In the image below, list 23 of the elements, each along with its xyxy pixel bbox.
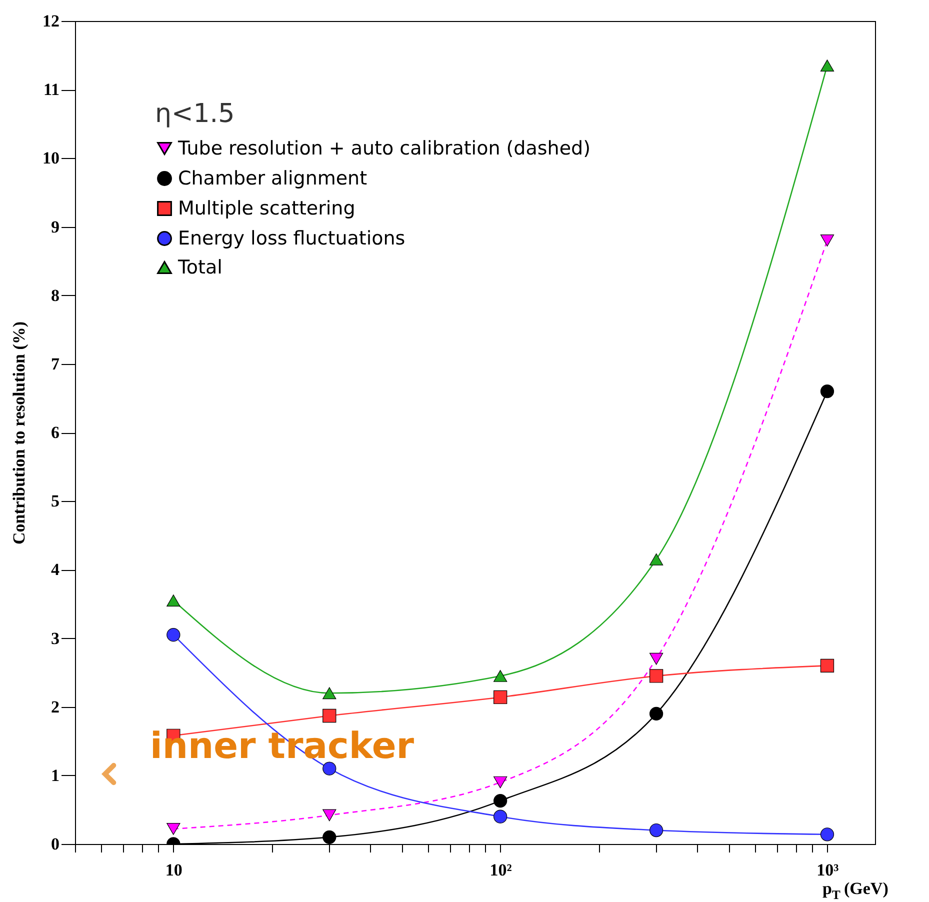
y-tick-label: 2 <box>51 697 60 716</box>
y-tick-label: 0 <box>51 834 60 854</box>
x-tick-label: 10² <box>490 860 512 880</box>
y-tick-label: 5 <box>51 492 60 511</box>
y-tick-label: 3 <box>51 628 60 648</box>
y-tick-label: 10 <box>42 148 60 168</box>
y-tick-label: 7 <box>51 354 60 374</box>
legend-label: Energy loss fluctuations <box>178 228 406 250</box>
legend-title: η<1.5 <box>155 99 235 129</box>
y-tick-label: 11 <box>43 80 60 100</box>
y-tick-label: 4 <box>51 560 60 580</box>
legend-label: Tube resolution + auto calibration (dashed) <box>177 138 590 160</box>
y-tick-label: 12 <box>42 12 60 30</box>
legend-label: Total <box>177 256 222 278</box>
legend-label: Multiple scattering <box>178 198 356 220</box>
y-tick-label: 8 <box>51 286 60 305</box>
legend-label: Chamber alignment <box>178 168 368 190</box>
y-axis-title: Contribution to resolution (%) <box>10 321 28 545</box>
y-tick-label: 6 <box>51 423 60 442</box>
x-tick-label: 10 <box>165 860 182 880</box>
x-tick-label: 10³ <box>816 860 839 880</box>
y-tick-label: 1 <box>51 766 60 785</box>
y-tick-label: 9 <box>51 217 60 236</box>
